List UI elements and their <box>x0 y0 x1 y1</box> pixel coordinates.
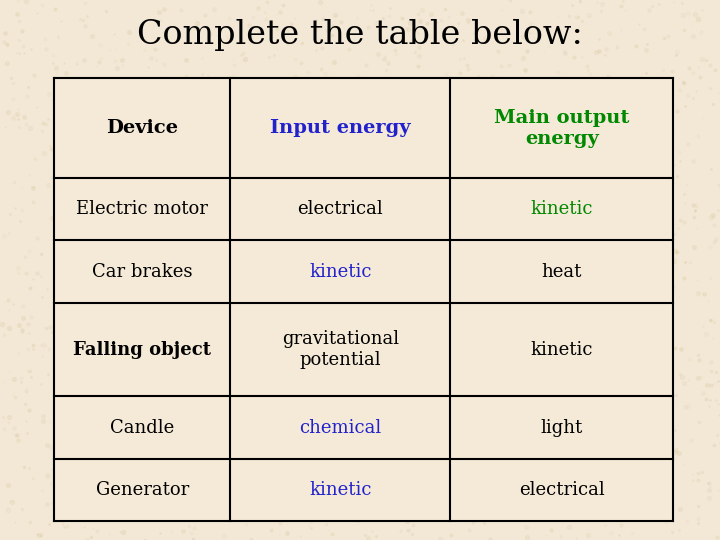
Text: Main output
energy: Main output energy <box>494 109 629 147</box>
Text: Input energy: Input energy <box>270 119 410 137</box>
Text: gravitational
potential: gravitational potential <box>282 330 399 369</box>
Text: Falling object: Falling object <box>73 341 211 359</box>
Text: Complete the table below:: Complete the table below: <box>137 19 583 51</box>
Text: kinetic: kinetic <box>309 481 372 499</box>
Text: Candle: Candle <box>110 418 174 436</box>
Text: heat: heat <box>541 262 582 281</box>
Text: Device: Device <box>107 119 179 137</box>
Text: Electric motor: Electric motor <box>76 200 208 218</box>
Text: kinetic: kinetic <box>531 341 593 359</box>
Text: electrical: electrical <box>297 200 383 218</box>
Text: light: light <box>541 418 583 436</box>
Text: electrical: electrical <box>519 481 605 499</box>
Text: Generator: Generator <box>96 481 189 499</box>
Text: kinetic: kinetic <box>531 200 593 218</box>
Text: chemical: chemical <box>300 418 382 436</box>
Bar <box>54 78 673 521</box>
Text: kinetic: kinetic <box>309 262 372 281</box>
Text: Car brakes: Car brakes <box>92 262 192 281</box>
